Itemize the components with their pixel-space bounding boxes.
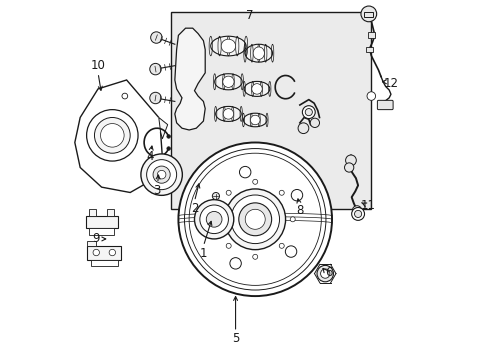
FancyBboxPatch shape: [377, 100, 392, 110]
Bar: [367, 32, 374, 38]
Polygon shape: [87, 246, 121, 260]
Circle shape: [149, 63, 161, 75]
Circle shape: [200, 205, 228, 234]
Polygon shape: [175, 28, 205, 130]
Ellipse shape: [210, 36, 245, 56]
Polygon shape: [85, 216, 118, 228]
Circle shape: [157, 170, 165, 179]
Circle shape: [189, 153, 321, 285]
Ellipse shape: [243, 113, 266, 127]
Bar: [366, 47, 372, 53]
Text: 4: 4: [146, 150, 153, 163]
Circle shape: [86, 110, 138, 161]
Circle shape: [316, 265, 333, 282]
Ellipse shape: [250, 115, 260, 125]
Circle shape: [141, 154, 182, 195]
Circle shape: [230, 195, 279, 244]
Bar: [364, 12, 373, 18]
Circle shape: [305, 109, 312, 116]
Circle shape: [212, 193, 219, 200]
Text: 10: 10: [90, 59, 105, 72]
Text: 3: 3: [153, 184, 161, 197]
Circle shape: [109, 249, 115, 256]
Text: 1: 1: [199, 247, 207, 260]
Text: 12: 12: [383, 77, 398, 90]
Bar: [89, 209, 96, 216]
Circle shape: [279, 243, 284, 248]
Ellipse shape: [253, 47, 264, 59]
Circle shape: [215, 217, 220, 222]
Circle shape: [352, 206, 361, 215]
Text: 2: 2: [190, 202, 198, 215]
Circle shape: [146, 159, 176, 190]
Circle shape: [354, 210, 361, 217]
Ellipse shape: [223, 76, 234, 87]
Circle shape: [201, 208, 213, 220]
Circle shape: [166, 147, 170, 150]
Polygon shape: [159, 117, 167, 139]
Polygon shape: [91, 260, 118, 266]
Circle shape: [238, 203, 271, 236]
Circle shape: [94, 117, 130, 153]
Text: 8: 8: [296, 204, 303, 217]
Circle shape: [290, 217, 295, 222]
Polygon shape: [89, 228, 114, 235]
Circle shape: [226, 243, 231, 248]
Bar: [107, 209, 114, 216]
Circle shape: [345, 155, 356, 166]
Circle shape: [298, 123, 308, 134]
Ellipse shape: [215, 107, 241, 121]
Ellipse shape: [251, 84, 262, 94]
Circle shape: [244, 209, 264, 229]
Circle shape: [93, 249, 99, 256]
Circle shape: [252, 179, 257, 184]
Circle shape: [224, 189, 285, 249]
Circle shape: [320, 269, 329, 278]
Circle shape: [285, 246, 296, 257]
Circle shape: [360, 6, 376, 22]
Circle shape: [351, 207, 364, 220]
Circle shape: [206, 211, 222, 227]
Circle shape: [229, 258, 241, 269]
Circle shape: [101, 123, 124, 147]
Circle shape: [122, 93, 127, 99]
Bar: [171, 12, 370, 208]
Circle shape: [239, 166, 250, 178]
Circle shape: [149, 92, 161, 104]
Ellipse shape: [221, 39, 235, 53]
Bar: [87, 241, 96, 246]
Ellipse shape: [244, 81, 269, 96]
Circle shape: [153, 166, 170, 183]
Circle shape: [194, 200, 233, 239]
Circle shape: [252, 254, 257, 259]
Ellipse shape: [244, 44, 272, 62]
Circle shape: [309, 118, 319, 127]
Text: 7: 7: [245, 9, 253, 22]
Circle shape: [302, 106, 315, 118]
Circle shape: [178, 143, 331, 296]
Circle shape: [279, 190, 284, 195]
Text: 6: 6: [324, 266, 331, 279]
Ellipse shape: [214, 74, 242, 90]
Text: 5: 5: [231, 333, 239, 346]
Circle shape: [226, 190, 231, 195]
Text: 9: 9: [92, 233, 100, 246]
Circle shape: [344, 163, 353, 172]
Circle shape: [366, 92, 375, 100]
Polygon shape: [153, 178, 162, 193]
Circle shape: [150, 32, 162, 43]
Circle shape: [291, 189, 302, 201]
Circle shape: [166, 135, 170, 138]
Text: 11: 11: [360, 198, 374, 212]
Ellipse shape: [223, 109, 233, 119]
